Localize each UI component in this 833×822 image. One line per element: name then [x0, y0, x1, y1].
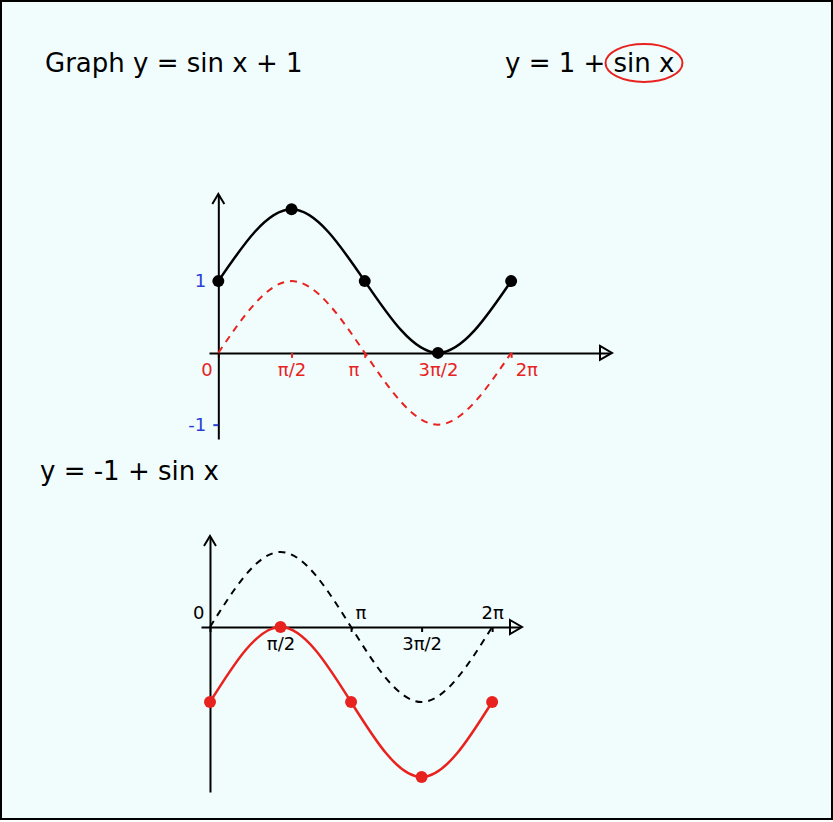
y-tick-label: 1 [195, 270, 206, 291]
x-tick-label: π/2 [278, 359, 306, 380]
x-tick: 2π [481, 602, 503, 632]
subtitle: y = 1 + sin x [505, 48, 674, 78]
y-axis: -1 1 [188, 196, 218, 440]
axis-line [210, 352, 611, 354]
plot-area [212, 203, 517, 424]
plot-area [204, 552, 498, 783]
x-tick-label: π [348, 359, 359, 380]
axis-line [218, 196, 220, 440]
series-line [218, 209, 511, 353]
x-tick-label: π/2 [267, 633, 295, 654]
point [345, 696, 357, 708]
page: Graph y = sin x + 1 y = 1 + sin x 0 π/2 π 3π/… [0, 0, 833, 822]
point [432, 347, 444, 359]
x-tick-label: 2π [481, 602, 503, 623]
x-tick: π [348, 353, 365, 380]
axis-arrow [600, 346, 612, 360]
chart: y = -1 + sin x 0 π/2 π 3π/2 2π [40, 456, 522, 793]
axis-arrow [510, 620, 522, 634]
highlight-ring [606, 44, 683, 82]
x-tick: 3π/2 [402, 627, 442, 654]
point [416, 771, 428, 783]
chart: Graph y = sin x + 1 y = 1 + sin x 0 π/2 π 3π/… [45, 44, 682, 440]
x-tick: 0 [201, 353, 218, 380]
x-axis: 0 π/2 π 3π/2 2π [193, 602, 520, 654]
y-tick-label: -1 [188, 414, 206, 435]
axis-arrow [204, 536, 216, 546]
y-tick: -1 [188, 414, 218, 435]
x-tick: π/2 [278, 353, 306, 380]
point [505, 275, 517, 287]
x-tick: π [352, 602, 367, 632]
series-line [218, 281, 511, 425]
point [359, 275, 371, 287]
axis-line [202, 627, 521, 629]
tick-mark [492, 627, 494, 632]
point [275, 621, 287, 633]
x-tick-label: 0 [201, 359, 212, 380]
x-tick-label: 0 [193, 602, 204, 623]
tick-mark [213, 424, 218, 426]
point [286, 203, 298, 215]
x-tick: 2π [512, 353, 538, 380]
x-tick-label: 3π/2 [419, 359, 459, 380]
series-line [210, 552, 492, 702]
title: Graph y = sin x + 1 [45, 48, 302, 78]
background [1, 1, 832, 819]
axis-arrow [212, 194, 224, 204]
axis-line [209, 538, 211, 793]
point [204, 696, 216, 708]
y-axis [210, 538, 211, 793]
title: y = -1 + sin x [40, 456, 219, 486]
point [486, 696, 498, 708]
tick-mark [421, 627, 423, 632]
x-tick: 0 [193, 602, 210, 632]
point [212, 275, 224, 287]
series-line [210, 627, 492, 777]
x-tick-label: π [356, 602, 367, 623]
x-tick-label: 3π/2 [402, 633, 442, 654]
x-axis: 0 π/2 π 3π/2 2π [201, 353, 610, 380]
tick-mark [291, 353, 293, 358]
x-tick-label: 2π [516, 359, 538, 380]
